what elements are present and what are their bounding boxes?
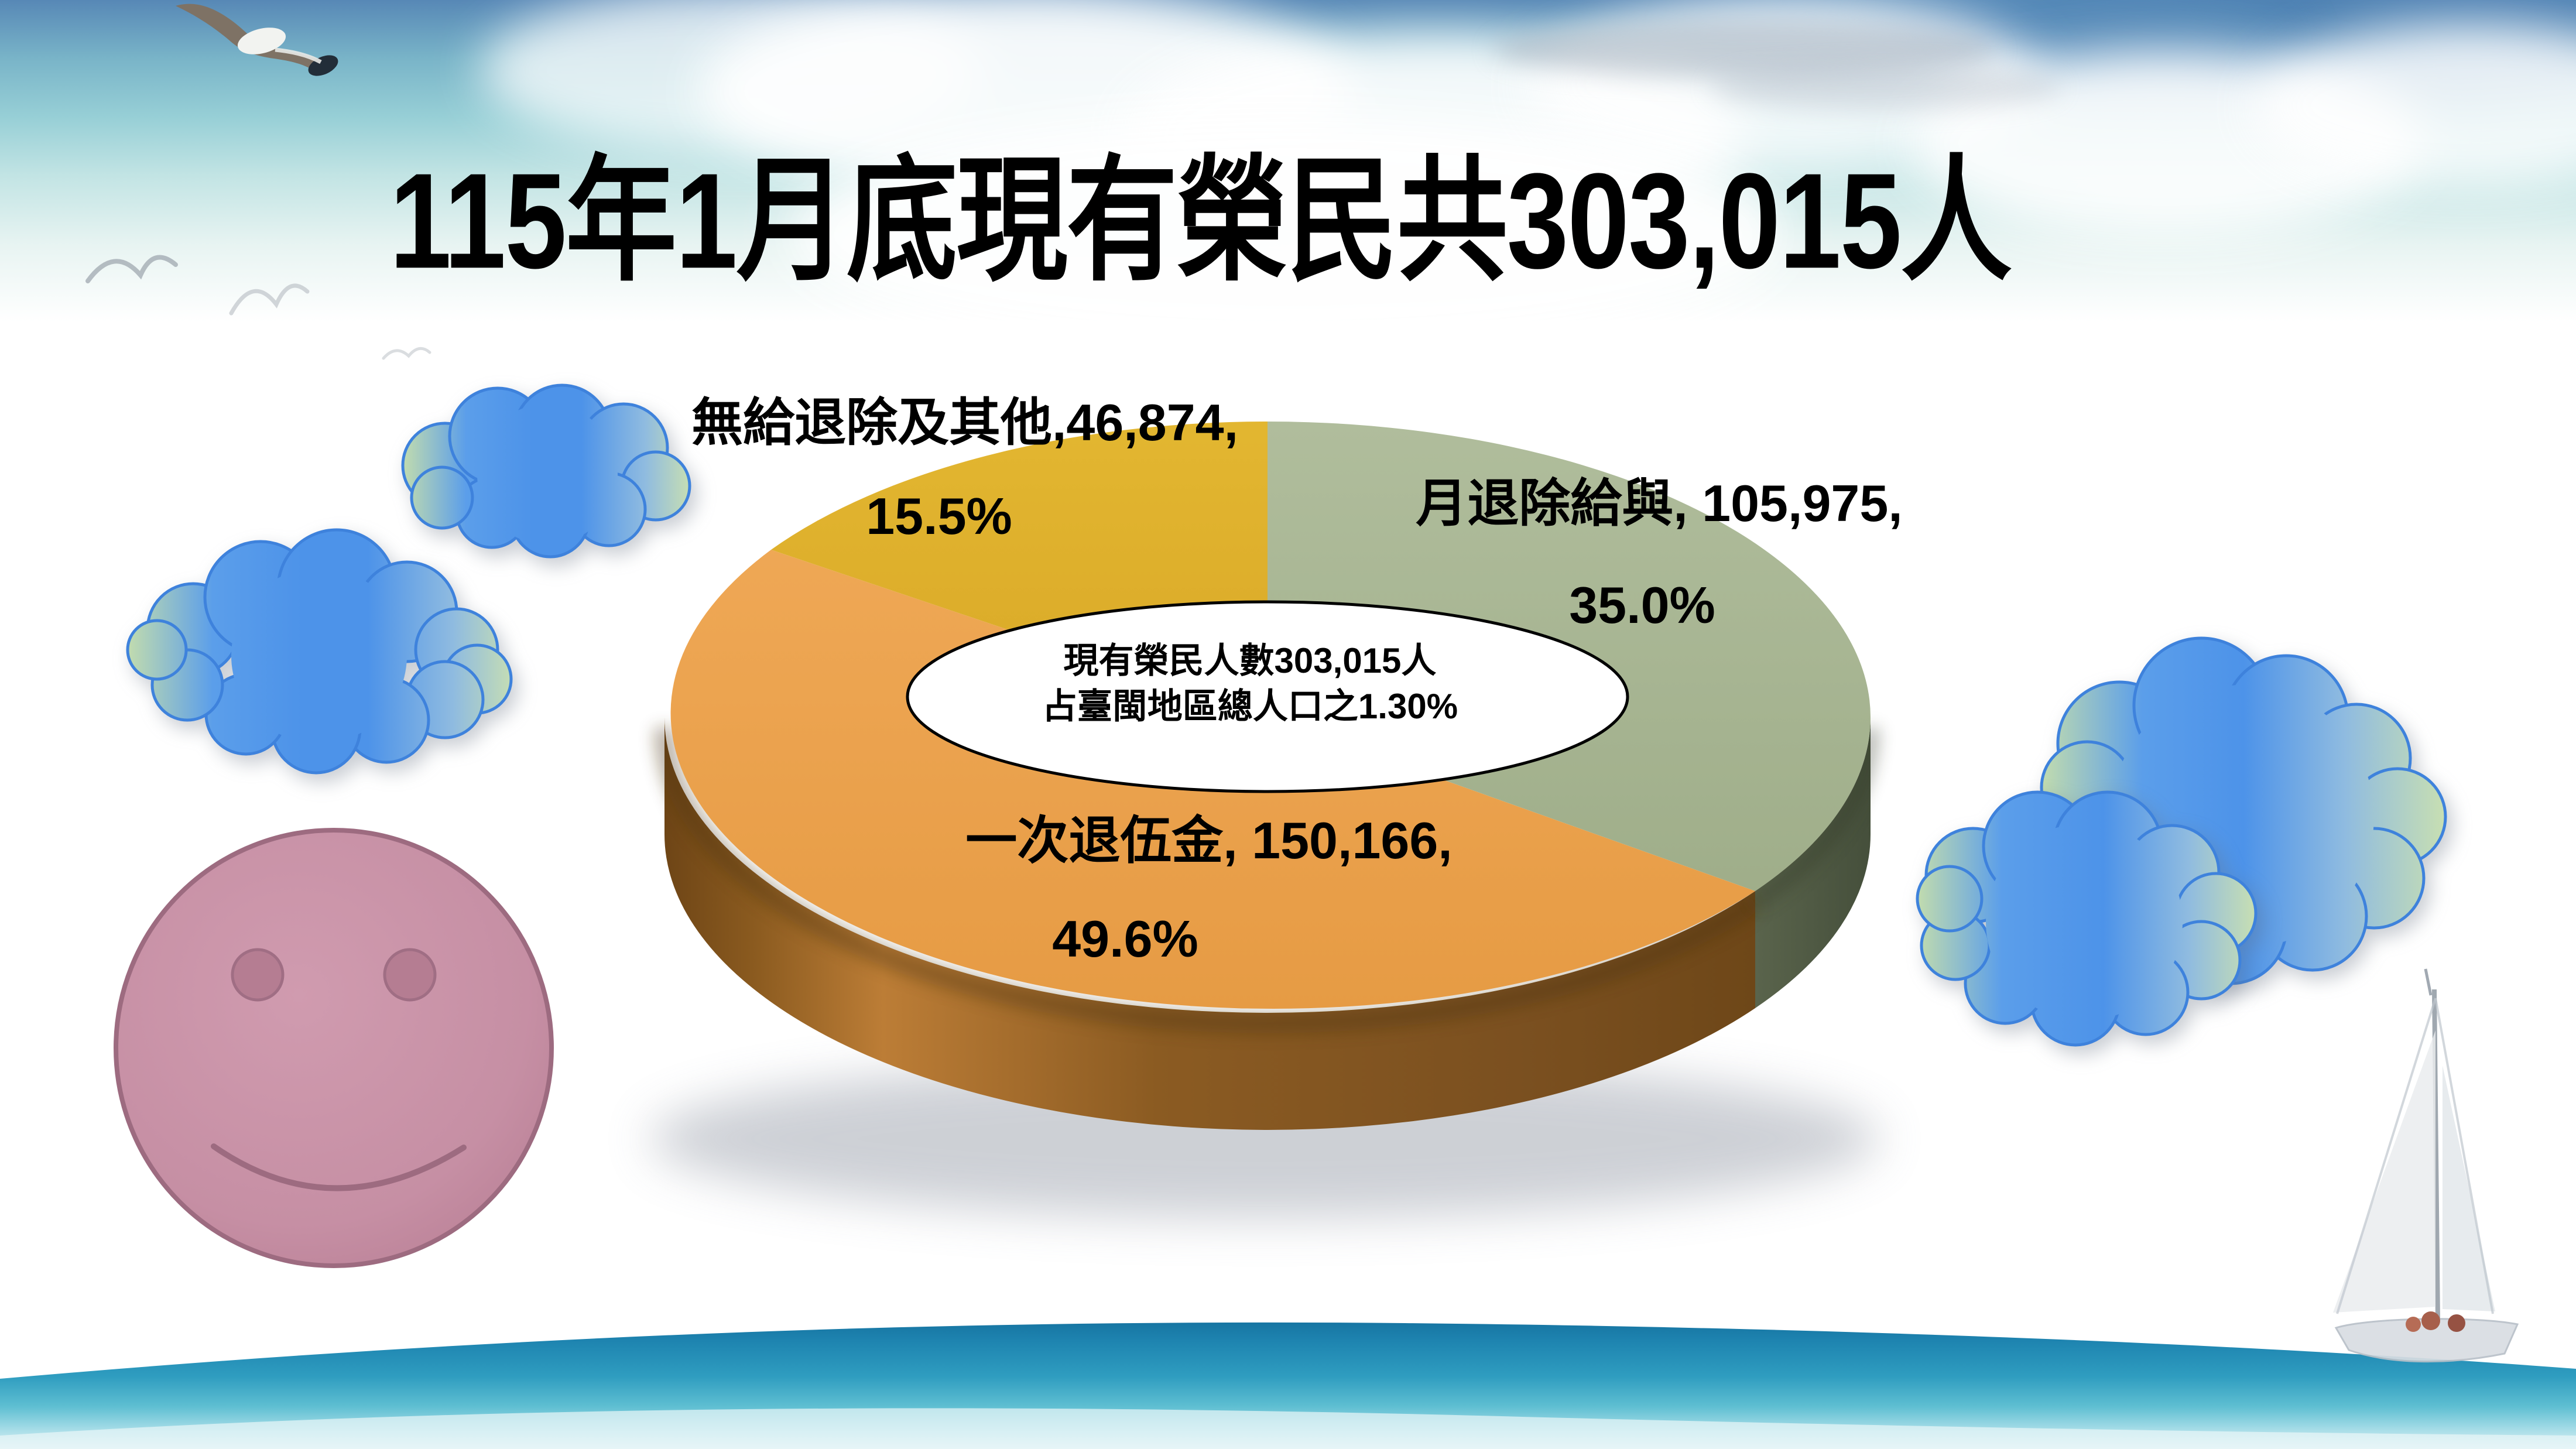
boat-figure — [2448, 1314, 2465, 1332]
sail-right — [2443, 1066, 2495, 1311]
smiley-face — [114, 828, 554, 1268]
pie-chart — [655, 422, 1879, 1130]
smiley-eye-right — [383, 948, 437, 1002]
pie-rim-orange — [664, 717, 1755, 1130]
smiley-mouth — [211, 1143, 467, 1191]
blue-cloud-lower-right — [1916, 790, 2258, 1047]
seagull-large — [176, 4, 338, 76]
pie-center-callout-ellipse — [906, 600, 1629, 793]
sky-background — [0, 0, 2576, 585]
blue-cloud-top-center — [401, 383, 691, 559]
boat-figure — [2421, 1311, 2440, 1330]
boat-figure — [2406, 1317, 2421, 1332]
sea — [0, 1322, 2576, 1449]
seagull-body — [237, 28, 286, 54]
sea-foam — [0, 1408, 2576, 1449]
blue-cloud-left — [126, 528, 513, 775]
gray-wisp-cloud — [1493, 22, 1996, 78]
sailboat — [2333, 968, 2519, 1363]
sail-left — [2333, 1030, 2435, 1313]
pie-drop-shadow — [650, 1060, 1879, 1218]
small-bird-icon — [85, 255, 178, 283]
boat-hull — [2334, 1318, 2519, 1363]
smiley-eye-left — [231, 948, 285, 1002]
small-bird-icon — [229, 283, 310, 316]
small-bird-icon — [382, 347, 431, 360]
